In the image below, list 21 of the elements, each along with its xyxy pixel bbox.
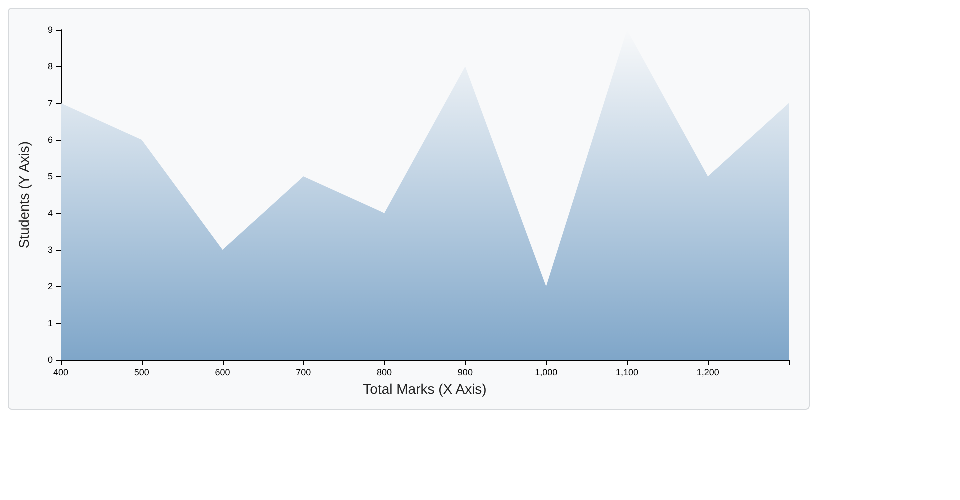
- y-tick-label: 5: [48, 172, 53, 182]
- y-tick-label: 9: [48, 25, 53, 35]
- y-tick-label: 4: [48, 208, 53, 218]
- x-tick-label: 1,000: [535, 368, 558, 378]
- x-axis-title: Total Marks (X Axis): [363, 381, 487, 397]
- x-tick-label: 1,100: [616, 368, 638, 378]
- x-tick-label: 500: [134, 368, 150, 378]
- y-tick-label: 2: [48, 282, 53, 292]
- x-tick-label: 1,200: [696, 368, 720, 378]
- x-tick-label: 900: [458, 368, 473, 378]
- y-tick-label: 0: [48, 355, 53, 365]
- x-tick-label: 400: [53, 368, 69, 378]
- y-tick-label: 7: [48, 98, 53, 108]
- y-tick-label: 1: [48, 318, 53, 328]
- y-axis-title: Students (Y Axis): [16, 141, 32, 249]
- y-tick-label: 6: [48, 135, 53, 145]
- x-tick-label: 700: [296, 368, 312, 378]
- y-tick-label: 8: [48, 62, 53, 72]
- x-tick-label: 800: [377, 368, 392, 378]
- x-tick-label: 600: [215, 368, 230, 378]
- y-tick-label: 3: [48, 245, 53, 255]
